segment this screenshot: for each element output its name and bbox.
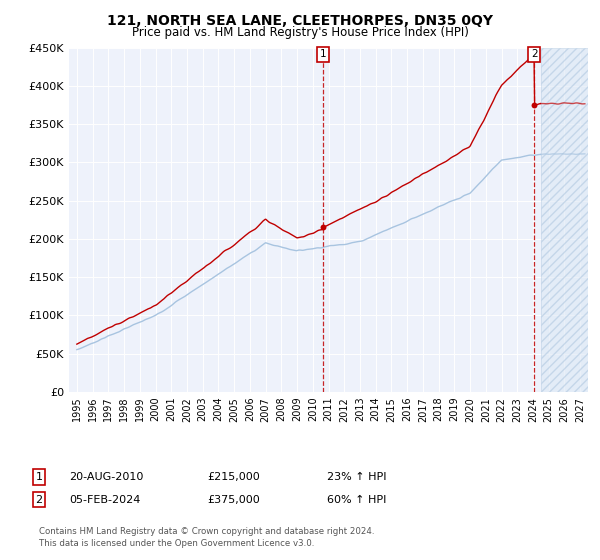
Text: Price paid vs. HM Land Registry's House Price Index (HPI): Price paid vs. HM Land Registry's House … xyxy=(131,26,469,39)
Text: £215,000: £215,000 xyxy=(207,472,260,482)
Bar xyxy=(541,48,588,392)
Text: 2: 2 xyxy=(531,49,538,59)
Text: 20-AUG-2010: 20-AUG-2010 xyxy=(69,472,143,482)
Text: 1: 1 xyxy=(35,472,43,482)
Point xyxy=(318,223,328,232)
Text: 60% ↑ HPI: 60% ↑ HPI xyxy=(327,494,386,505)
Text: 05-FEB-2024: 05-FEB-2024 xyxy=(69,494,140,505)
Point xyxy=(530,101,539,110)
Text: 121, NORTH SEA LANE, CLEETHORPES, DN35 0QY: 121, NORTH SEA LANE, CLEETHORPES, DN35 0… xyxy=(107,14,493,28)
Text: £375,000: £375,000 xyxy=(207,494,260,505)
Text: Contains HM Land Registry data © Crown copyright and database right 2024.
This d: Contains HM Land Registry data © Crown c… xyxy=(39,527,374,548)
Text: 1: 1 xyxy=(320,49,326,59)
Text: 23% ↑ HPI: 23% ↑ HPI xyxy=(327,472,386,482)
Text: 2: 2 xyxy=(35,494,43,505)
